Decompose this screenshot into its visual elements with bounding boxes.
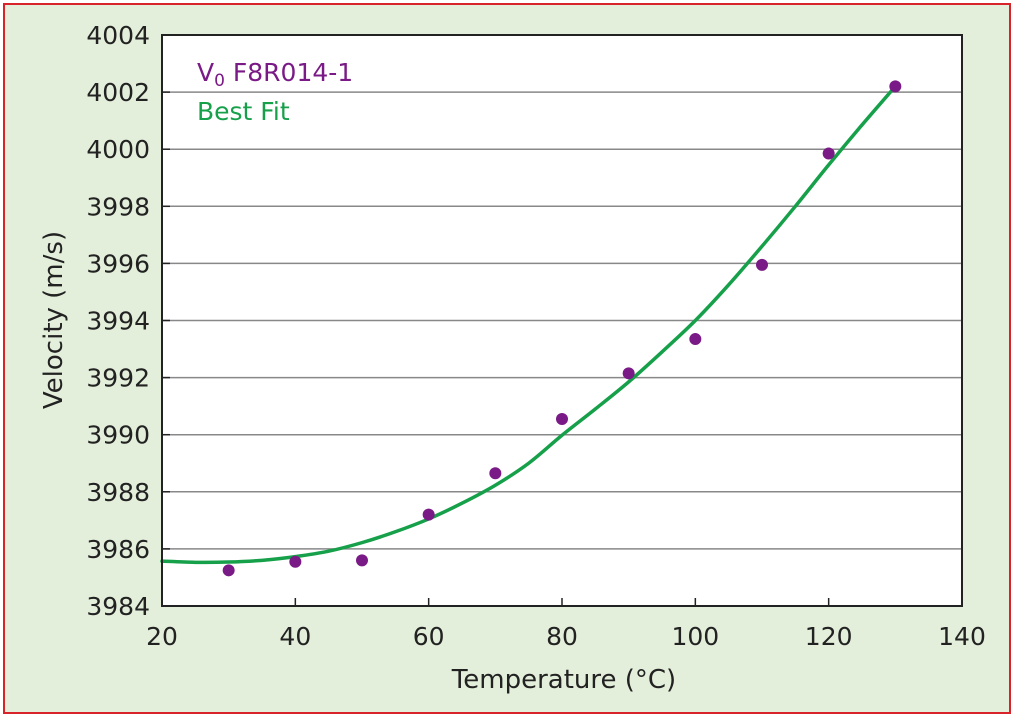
x-tick-label: 20	[146, 622, 178, 651]
y-tick-label: 3996	[86, 249, 150, 278]
x-axis-label: Temperature (°C)	[451, 665, 676, 695]
y-axis-label: Velocity (m/s)	[39, 231, 69, 409]
data-points	[222, 80, 902, 577]
x-tick-label: 140	[938, 622, 986, 651]
y-tick-label: 3994	[86, 307, 150, 336]
data-point	[422, 508, 435, 521]
legend-measured-subscript: 0	[214, 71, 225, 91]
y-tick-label: 4002	[86, 78, 150, 107]
y-tick-label: 4000	[86, 135, 150, 164]
data-point	[356, 554, 368, 567]
data-point	[689, 333, 702, 346]
data-point	[222, 564, 235, 577]
data-point	[489, 467, 502, 480]
data-point	[756, 258, 768, 271]
data-point	[622, 367, 635, 380]
y-tick-labels: 3984 3986 3988 3990 3992 3994 3996 3998 4000 4002…	[86, 21, 150, 621]
x-tick-label: 80	[546, 622, 578, 651]
fit-curve	[160, 84, 898, 565]
x-tick-labels: 20 40 60 80 100 120 140	[146, 622, 986, 651]
x-tick-label: 40	[279, 622, 311, 651]
best-fit-line	[160, 84, 898, 565]
axis-ticks	[161, 34, 963, 607]
legend-measured: V0 F8R014-1	[197, 58, 353, 91]
y-tick-label: 4004	[86, 21, 150, 50]
data-point	[889, 80, 902, 93]
data-point	[556, 412, 568, 425]
y-tick-label: 3998	[86, 192, 150, 221]
y-tick-label: 3986	[86, 535, 150, 564]
legend-best-fit: Best Fit	[197, 97, 290, 126]
x-tick-label: 120	[805, 622, 853, 651]
legend-measured-rest: F8R014-1	[225, 58, 353, 87]
y-tick-label: 3990	[86, 421, 150, 450]
x-tick-label: 60	[413, 622, 445, 651]
y-tick-label: 3988	[86, 478, 150, 507]
legend-measured-main: V	[197, 58, 214, 87]
y-tick-label: 3984	[86, 592, 150, 621]
data-point	[289, 555, 302, 568]
x-tick-label: 100	[671, 622, 719, 651]
data-point	[822, 147, 835, 160]
legend: V0 F8R014-1 Best Fit	[197, 58, 353, 126]
y-tick-label: 3992	[86, 364, 150, 393]
